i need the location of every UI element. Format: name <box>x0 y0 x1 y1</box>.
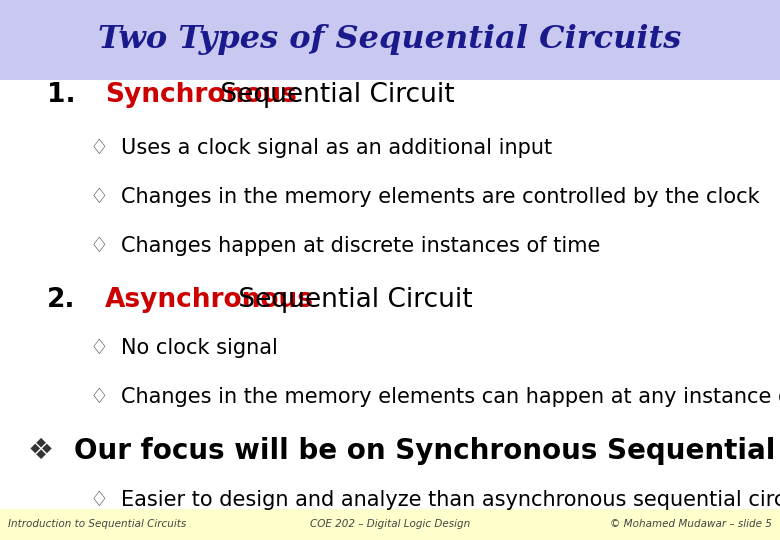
Text: ♢: ♢ <box>90 338 108 359</box>
Text: No clock signal: No clock signal <box>121 338 278 359</box>
Text: Introduction to Sequential Circuits: Introduction to Sequential Circuits <box>8 519 186 529</box>
Text: Changes in the memory elements are controlled by the clock: Changes in the memory elements are contr… <box>121 187 760 207</box>
Text: ♢: ♢ <box>90 187 108 207</box>
Text: ❖: ❖ <box>27 437 53 465</box>
Text: © Mohamed Mudawar – slide 5: © Mohamed Mudawar – slide 5 <box>610 519 772 529</box>
Text: Easier to design and analyze than asynchronous sequential circuits: Easier to design and analyze than asynch… <box>121 489 780 510</box>
Text: Sequential Circuit: Sequential Circuit <box>212 82 455 107</box>
Text: COE 202 – Digital Logic Design: COE 202 – Digital Logic Design <box>310 519 470 529</box>
Text: Changes in the memory elements can happen at any instance of time: Changes in the memory elements can happe… <box>121 387 780 407</box>
Text: ♢: ♢ <box>90 489 108 510</box>
Text: Uses a clock signal as an additional input: Uses a clock signal as an additional inp… <box>121 138 552 159</box>
Text: Sequential Circuit: Sequential Circuit <box>230 287 473 313</box>
Text: ♢: ♢ <box>90 387 108 407</box>
Text: ♢: ♢ <box>90 235 108 256</box>
Text: Changes happen at discrete instances of time: Changes happen at discrete instances of … <box>121 235 601 256</box>
Text: ♢: ♢ <box>90 138 108 159</box>
Bar <box>0 509 780 540</box>
Text: Asynchronous: Asynchronous <box>105 287 314 313</box>
Bar <box>0 0 780 80</box>
Text: Two Types of Sequential Circuits: Two Types of Sequential Circuits <box>98 24 682 56</box>
Text: 2.: 2. <box>47 287 76 313</box>
Text: 1.: 1. <box>47 82 76 107</box>
Text: Our focus will be on Synchronous Sequential Circuits: Our focus will be on Synchronous Sequent… <box>74 437 780 465</box>
Text: Synchronous: Synchronous <box>105 82 297 107</box>
